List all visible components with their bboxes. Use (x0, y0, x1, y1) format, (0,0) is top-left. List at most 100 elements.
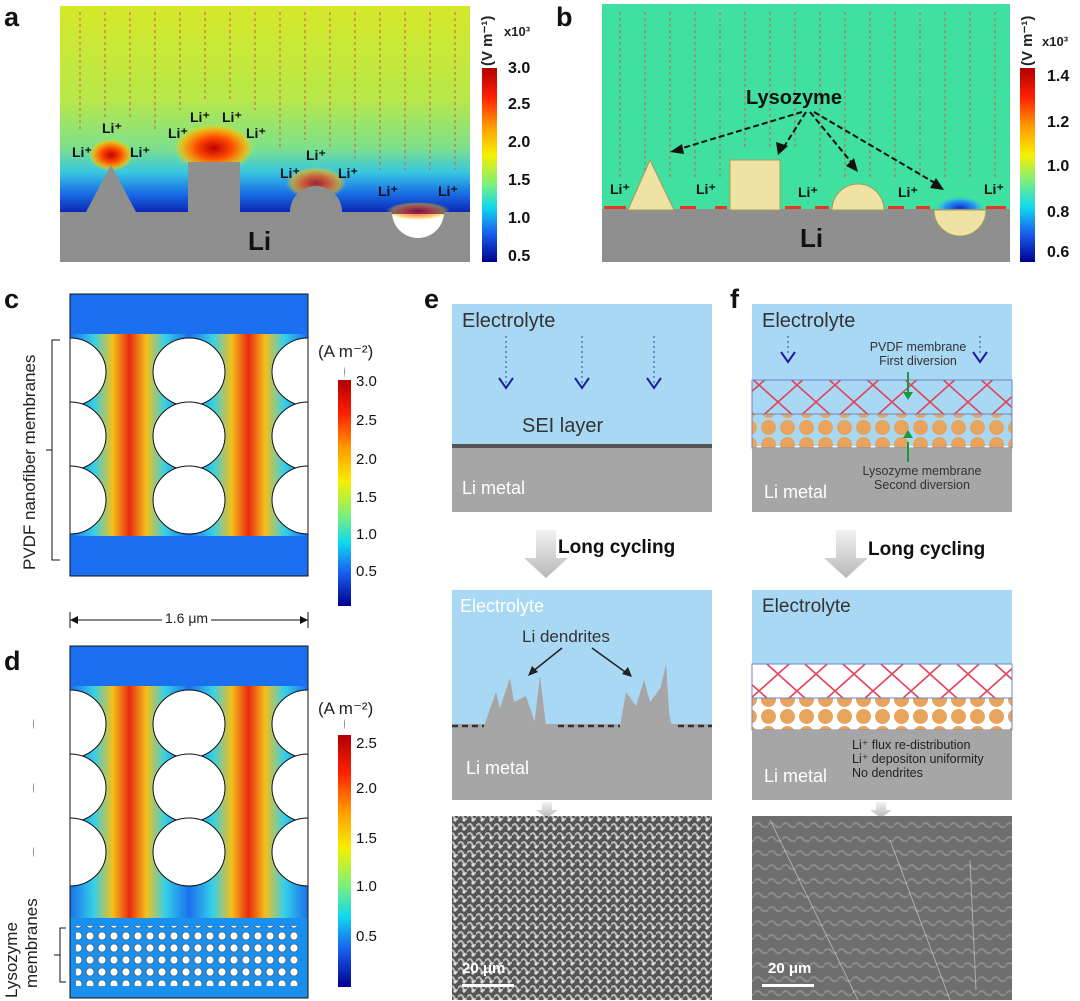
panel-d-side-label-2: membranes (22, 898, 41, 988)
panel-e-top-electrolyte: Electrolyte (462, 310, 556, 332)
panel-f-arrow-label: Long cycling (868, 539, 986, 560)
panel-label-a: a (4, 2, 20, 32)
panel-d-current-map (33, 645, 345, 999)
panel-c-colorbar-unit: (A m⁻²) (318, 342, 374, 361)
panel-c-tick-5: 0.5 (356, 563, 377, 580)
li-ion-7: Li⁺ (246, 125, 266, 141)
panel-c-colorbar-bar (338, 380, 351, 606)
li-ion-11: Li⁺ (378, 183, 398, 199)
li-ion-5: Li⁺ (222, 109, 242, 125)
panel-b-multiplier: x10³ (1042, 34, 1069, 49)
panel-e-top-metal: Li metal (462, 478, 526, 498)
panel-a-colorbar-unit: (V m⁻¹) (479, 15, 496, 66)
sem-image-e (452, 816, 712, 1000)
li-ion-b-4: Li⁺ (898, 184, 918, 200)
li-ion-1: Li⁺ (102, 120, 122, 136)
panel-f-note-2: Li⁺ depositon uniformity (852, 752, 984, 766)
li-ion-9: Li⁺ (280, 165, 300, 181)
panel-d-tick-1: 2.0 (356, 780, 377, 797)
panel-b-tick-0: 1.4 (1047, 68, 1070, 85)
li-ion-b-1: Li⁺ (610, 181, 630, 197)
panel-d-tick-3: 1.0 (356, 878, 377, 895)
panel-label-c: c (4, 284, 20, 314)
panel-a-tick-5: 0.5 (508, 248, 531, 265)
panel-e-scale-bar: 20 μm (462, 960, 506, 977)
panel-c-side-label: PVDF nanofiber membranes (20, 354, 39, 570)
panel-f-lyso-label-1: Lysozyme membrane (862, 464, 982, 478)
panel-f-bottom-electrolyte: Electrolyte (762, 596, 851, 617)
panel-e-schematic (452, 304, 712, 1000)
panel-c-tick-3: 1.5 (356, 489, 377, 506)
li-ion-3: Li⁺ (130, 144, 150, 160)
li-ion-6: Li⁺ (168, 125, 188, 141)
panel-c-tick-0: 3.0 (356, 373, 377, 390)
panel-f-top-metal: Li metal (764, 482, 828, 502)
panel-label-d: d (4, 646, 21, 676)
li-ion-8: Li⁺ (306, 147, 326, 163)
panel-f-bottom-metal: Li metal (764, 766, 828, 786)
panel-a-tick-4: 1.0 (508, 210, 531, 227)
lysozyme-square (729, 159, 781, 211)
panel-f-scale-bar: 20 μm (768, 960, 812, 977)
lysozyme-triangle (627, 158, 675, 211)
panel-a-tick-0: 3.0 (508, 60, 531, 77)
panel-d-tick-0: 2.5 (356, 735, 377, 752)
panel-f-pvdf-label-1: PVDF membrane (869, 340, 967, 354)
panel-f-pvdf-label-2: First diversion (879, 354, 957, 368)
panel-e-dendrites-label: Li dendrites (522, 627, 610, 646)
panel-a-tick-1: 2.5 (508, 96, 531, 113)
panel-f-lyso-label-2: Second diversion (874, 478, 970, 492)
panel-f-schematic (751, 304, 1013, 1001)
lysozyme-annotation: Lysozyme (746, 87, 842, 109)
panel-a-tick-3: 1.5 (508, 172, 531, 189)
panel-e-sei-layer: SEI layer (522, 415, 604, 437)
panel-label-f: f (730, 284, 739, 314)
sem-image-f (752, 816, 1012, 1000)
panel-a-colorbar (482, 68, 497, 262)
panel-a-substrate-label: Li (248, 226, 271, 256)
li-ion-b-2: Li⁺ (696, 181, 716, 197)
panel-c-current-map (33, 293, 345, 628)
panel-d-colorbar (338, 735, 351, 987)
panel-b-tick-1: 1.2 (1047, 114, 1070, 131)
panel-c-tick-1: 2.5 (356, 412, 377, 429)
panel-b-tick-3: 0.8 (1047, 204, 1070, 221)
panel-d-colorbar-unit: (A m⁻²) (318, 699, 374, 718)
hotspot-pit (386, 202, 450, 220)
panel-b-tick-4: 0.6 (1047, 244, 1070, 261)
li-ion-b-5: Li⁺ (984, 181, 1004, 197)
panel-b-substrate-label: Li (800, 223, 823, 253)
panel-e-bottom-metal: Li metal (466, 758, 530, 778)
li-ion-2: Li⁺ (72, 144, 92, 160)
field-background (60, 6, 470, 214)
panel-b-colorbar (1020, 68, 1035, 262)
hotspot-square (174, 124, 254, 172)
li-ion-10: Li⁺ (338, 165, 358, 181)
panel-a-field-map: Li Li⁺ Li⁺ Li⁺ Li⁺ Li⁺ Li⁺ Li⁺ Li⁺ Li⁺ L… (60, 6, 497, 262)
li-ion-4: Li⁺ (190, 109, 210, 125)
panel-c-scale: 1.6 μm (162, 610, 212, 626)
panel-a-multiplier: x10³ (504, 24, 531, 39)
panel-label-b: b (556, 2, 573, 32)
panel-a-tick-2: 2.0 (508, 134, 531, 151)
panel-e-bottom-electrolyte: Electrolyte (460, 596, 545, 616)
li-ion-12: Li⁺ (438, 183, 458, 199)
panel-b-field-map: Li Lysozyme Li⁺ Li⁺ Li⁺ Li⁺ Li⁺ (602, 4, 1035, 262)
panel-f-note-3: No dendrites (852, 766, 923, 780)
panel-f-top-electrolyte: Electrolyte (762, 310, 856, 332)
panel-d-side-label-1: Lysozyme (2, 922, 21, 998)
lysozyme-pit (933, 209, 987, 237)
panel-d-tick-2: 1.5 (356, 830, 377, 847)
lysozyme-semicircle (831, 183, 885, 211)
li-substrate (60, 162, 470, 262)
panel-e-arrow-label: Long cycling (558, 537, 676, 558)
panel-c-tick-4: 1.0 (356, 526, 377, 543)
panel-b-colorbar-unit: (V m⁻¹) (1019, 15, 1036, 66)
li-ion-b-3: Li⁺ (798, 184, 818, 200)
panel-c-tick-2: 2.0 (356, 451, 377, 468)
panel-d-tick-4: 0.5 (356, 928, 377, 945)
panel-f-note-1: Li⁺ flux re-distribution (852, 738, 971, 752)
panel-b-tick-2: 1.0 (1047, 158, 1070, 175)
hotspot-triangle (89, 139, 133, 171)
panel-label-e: e (424, 284, 440, 314)
